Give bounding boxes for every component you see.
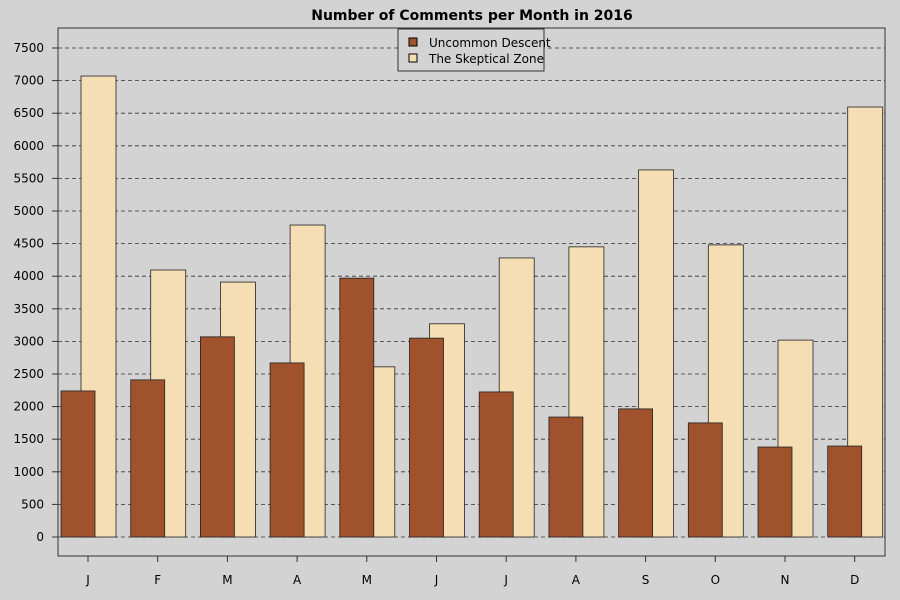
x-tick-label: N <box>781 573 790 587</box>
bar-uncommon-descent <box>687 422 723 538</box>
x-tick-label: J <box>434 573 439 587</box>
bar-uncommon-descent <box>409 337 444 538</box>
y-tick-label: 7000 <box>13 74 44 88</box>
y-axis: 0 500 1000 1500 2000 2500 3000 3500 4000 4500 5000… <box>13 41 58 544</box>
y-tick-label: 3500 <box>13 302 44 316</box>
y-tick-label: 1000 <box>13 465 44 479</box>
y-tick-label: 6000 <box>13 139 44 153</box>
bar-uncommon-descent <box>130 379 166 538</box>
x-tick-label: M <box>362 573 372 587</box>
y-tick-label: 5000 <box>13 204 44 218</box>
bar-uncommon-descent <box>199 336 235 538</box>
bar-uncommon-descent <box>339 277 375 538</box>
chart-title: Number of Comments per Month in 2016 <box>311 8 633 24</box>
bar-uncommon-descent <box>618 408 653 538</box>
x-tick-label: M <box>222 573 232 587</box>
legend-swatch-skeptical-zone <box>408 53 418 63</box>
y-tick-label: 7500 <box>13 41 44 55</box>
x-tick-label: D <box>850 573 859 587</box>
y-tick-label: 2000 <box>13 400 44 414</box>
legend-label-uncommon-descent: Uncommon Descent <box>429 36 551 50</box>
y-tick-label: 4000 <box>13 269 44 283</box>
bar-uncommon-descent <box>548 416 584 538</box>
legend: Uncommon Descent The Skeptical Zone <box>397 28 551 72</box>
y-tick-label: 0 <box>36 530 44 544</box>
x-tick-label: F <box>154 573 161 587</box>
x-tick-label: A <box>572 573 581 587</box>
y-tick-label: 3000 <box>13 334 44 348</box>
legend-swatch-uncommon-descent <box>408 37 418 47</box>
bar-uncommon-descent <box>60 390 96 538</box>
y-tick-label: 1500 <box>13 432 44 446</box>
x-tick-label: J <box>85 573 90 587</box>
gridlines <box>58 47 885 538</box>
bar-uncommon-descent <box>269 362 305 538</box>
legend-label-skeptical-zone: The Skeptical Zone <box>428 52 544 66</box>
bar-uncommon-descent <box>478 391 514 538</box>
y-tick-label: 2500 <box>13 367 44 381</box>
x-tick-label: S <box>642 573 650 587</box>
y-tick-label: 5500 <box>13 171 44 185</box>
y-tick-label: 4500 <box>13 237 44 251</box>
x-tick-label: J <box>503 573 508 587</box>
y-tick-label: 6500 <box>13 106 44 120</box>
y-tick-label: 500 <box>21 497 44 511</box>
x-tick-label: O <box>711 573 720 587</box>
bar-uncommon-descent <box>757 446 793 538</box>
bars <box>60 75 884 538</box>
bar-uncommon-descent <box>827 445 863 538</box>
x-tick-label: A <box>293 573 302 587</box>
